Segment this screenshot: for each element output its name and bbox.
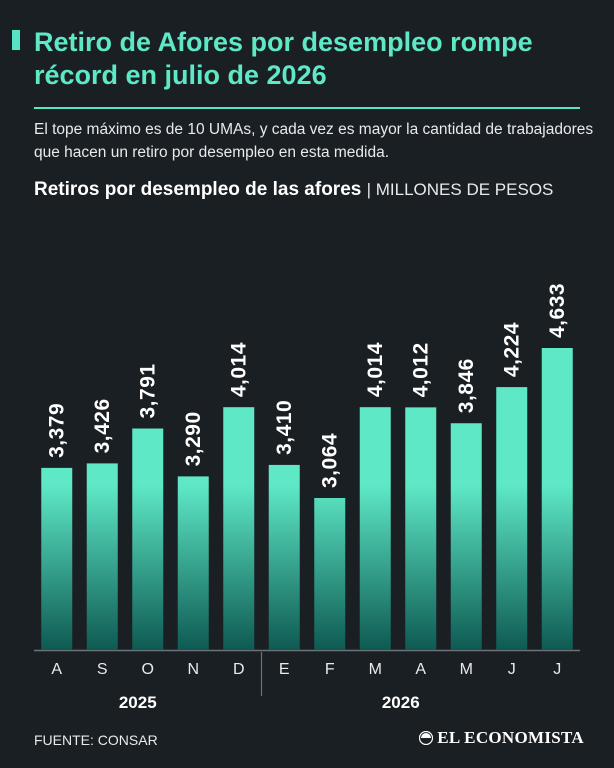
x-tick-label: F	[325, 661, 335, 678]
value-label: 4,633	[546, 283, 569, 338]
x-tick-label: J	[553, 661, 561, 678]
x-tick-label: J	[508, 661, 516, 678]
value-label: 3,791	[136, 363, 159, 418]
subtitle: El tope máximo es de 10 UMAs, y cada vez…	[34, 121, 594, 161]
value-label: 3,846	[455, 358, 478, 413]
bar	[450, 423, 482, 650]
headline: Retiro de Afores por desempleo rompe réc…	[34, 27, 533, 90]
accent-bar	[12, 30, 20, 50]
value-label: 3,379	[45, 403, 68, 458]
bar	[223, 407, 255, 650]
bar	[496, 387, 528, 650]
value-label: 4,224	[500, 322, 523, 377]
value-label: 3,064	[318, 433, 341, 488]
value-label: 4,014	[364, 342, 387, 397]
year-label: 2026	[382, 693, 420, 712]
value-label: 4,014	[227, 342, 250, 397]
value-label: 3,426	[91, 398, 114, 453]
value-label: 4,012	[409, 342, 432, 397]
bar	[268, 464, 300, 650]
divider-rule	[34, 107, 580, 109]
bar	[177, 476, 209, 650]
x-tick-label: N	[187, 661, 199, 678]
x-tick-label: M	[460, 661, 473, 678]
x-tick-label: S	[97, 661, 108, 678]
brand-logo: EL ECONOMISTA	[419, 728, 584, 748]
bar	[359, 407, 391, 650]
chart-unit: | MILLONES DE PESOS	[366, 180, 554, 199]
bar	[86, 463, 118, 650]
bar	[41, 467, 73, 650]
value-label: 3,410	[273, 400, 296, 455]
x-tick-label: A	[415, 661, 426, 678]
x-tick-label: D	[233, 661, 245, 678]
year-label: 2025	[119, 693, 157, 712]
chart-title: Retiros por desempleo de las afores | MI…	[34, 176, 594, 204]
x-tick-label: M	[369, 661, 382, 678]
x-tick-label: E	[279, 661, 290, 678]
value-label: 3,290	[182, 411, 205, 466]
bar	[541, 348, 573, 650]
chart-title-text: Retiros por desempleo de las afores	[34, 179, 362, 200]
bar	[314, 498, 346, 650]
brand-name: EL ECONOMISTA	[437, 728, 584, 747]
x-tick-label: O	[142, 661, 154, 678]
source-note: FUENTE: CONSAR	[34, 732, 158, 748]
economista-logo-icon	[419, 731, 434, 745]
x-tick-label: A	[51, 661, 62, 678]
bar	[132, 428, 164, 650]
bar	[405, 407, 437, 650]
